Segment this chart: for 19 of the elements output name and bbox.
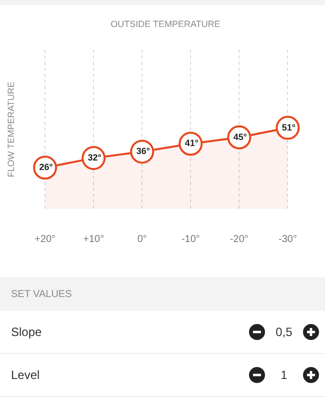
text: 1 bbox=[280, 368, 288, 382]
chart-title: OUTSIDE TEMPERATURE bbox=[110, 18, 220, 29]
text: Level bbox=[11, 368, 41, 382]
text: Slope bbox=[11, 325, 43, 339]
data-label: 32° bbox=[88, 152, 102, 163]
x-tick-label: +20° bbox=[34, 234, 56, 245]
x-tick-label: -20° bbox=[230, 234, 248, 245]
y-axis-title: FLOW TEMPERATURE bbox=[6, 82, 16, 178]
data-label: 36° bbox=[136, 146, 150, 156]
data-label: 45° bbox=[233, 132, 248, 142]
x-tick-label: -10° bbox=[181, 234, 200, 245]
x-tick-label: +10° bbox=[83, 234, 104, 245]
text: 0,5 bbox=[274, 325, 294, 339]
x-tick-label: 0° bbox=[137, 234, 147, 245]
x-tick-label: -30° bbox=[278, 234, 297, 245]
data-label: 51° bbox=[282, 122, 296, 132]
data-label: 41° bbox=[184, 138, 199, 148]
data-label: 26° bbox=[39, 162, 54, 172]
text: SET VALUES bbox=[11, 288, 72, 300]
